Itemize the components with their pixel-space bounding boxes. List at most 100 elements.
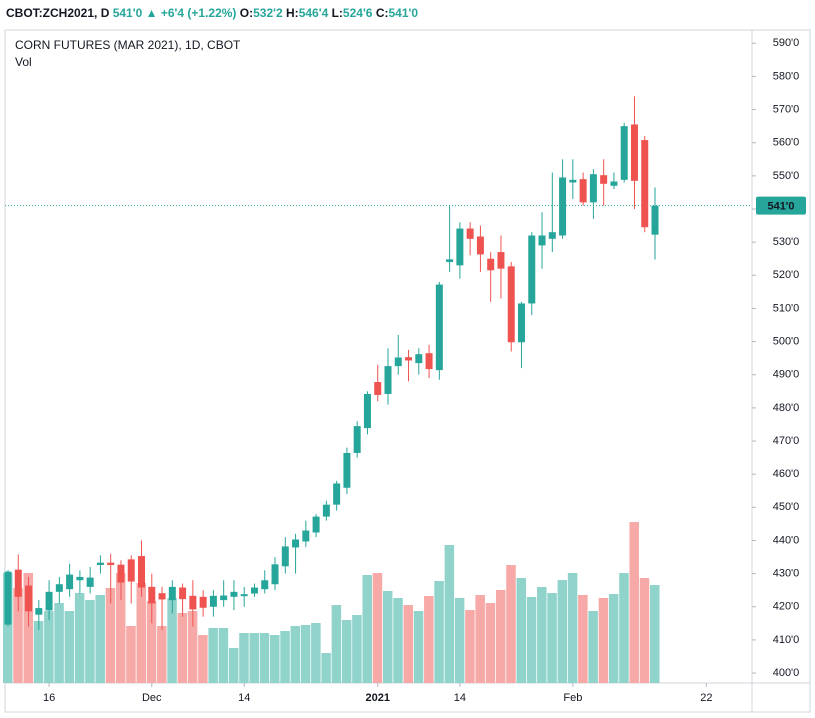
candle-body xyxy=(322,504,330,517)
volume-bar xyxy=(259,633,270,683)
volume-bar xyxy=(228,648,239,683)
volume-bar xyxy=(177,613,188,683)
y-tick-label: 480'0 xyxy=(773,402,800,414)
volume-bar xyxy=(352,615,362,683)
candle-body xyxy=(240,594,248,597)
volume-bar xyxy=(413,611,424,683)
volume-label: Vol xyxy=(15,55,32,69)
candle-body xyxy=(446,259,454,263)
volume-bar xyxy=(64,611,75,683)
candle-body xyxy=(220,595,228,601)
volume-bar xyxy=(578,595,588,683)
y-tick-label: 520'0 xyxy=(773,269,800,281)
y-tick-label: 440'0 xyxy=(773,534,800,546)
volume-bar xyxy=(280,631,290,683)
y-tick-label: 560'0 xyxy=(773,137,800,149)
y-tick-label: 580'0 xyxy=(773,70,800,82)
volume-bar xyxy=(85,600,95,683)
candle-body xyxy=(4,571,12,625)
h-value: 546'4 xyxy=(298,6,329,20)
y-tick-label: 450'0 xyxy=(773,501,800,513)
x-tick-label: 14 xyxy=(454,692,466,704)
candle-body xyxy=(261,580,269,590)
candle-body xyxy=(651,205,659,235)
volume-bar xyxy=(516,578,526,683)
volume-bar xyxy=(434,581,444,683)
c-label: C: xyxy=(375,6,389,20)
c-value: 541'0 xyxy=(388,6,419,20)
volume-bar xyxy=(465,610,475,683)
l-label: L: xyxy=(331,6,343,20)
candle-body xyxy=(230,591,238,597)
volume-bar xyxy=(300,625,311,683)
candle-body xyxy=(641,140,649,228)
candle-body xyxy=(548,232,556,239)
chart-title: CORN FUTURES (MAR 2021), 1D, CBOT xyxy=(15,38,241,52)
volume-bar xyxy=(44,611,54,683)
volume-bar xyxy=(650,585,660,683)
volume-bar xyxy=(218,628,229,683)
candle-body xyxy=(271,564,279,585)
candle-body xyxy=(415,354,423,364)
candle-body xyxy=(456,228,464,266)
volume-bar xyxy=(157,626,167,683)
candle-body xyxy=(425,353,433,370)
volume-bar xyxy=(506,565,516,683)
candle-body xyxy=(76,576,84,581)
y-tick-label: 500'0 xyxy=(773,335,800,347)
volume-bar xyxy=(23,573,34,683)
x-tick-label: 14 xyxy=(238,692,250,704)
x-tick-label: Dec xyxy=(142,692,162,704)
candle-body xyxy=(158,593,166,600)
volume-bar xyxy=(239,633,249,683)
candle-body xyxy=(466,228,474,239)
candle-body xyxy=(610,181,618,186)
volume-bar xyxy=(424,596,434,683)
candle-body xyxy=(209,595,217,607)
candle-body xyxy=(620,126,628,180)
candle-body xyxy=(179,587,187,600)
volume-bar xyxy=(198,635,208,683)
o-value: 532'2 xyxy=(253,6,283,20)
volume-bar xyxy=(598,598,609,683)
candle-body xyxy=(353,426,361,453)
candle-body xyxy=(435,284,443,371)
volume-bar xyxy=(167,598,177,683)
candle-body xyxy=(199,596,207,608)
volume-bar xyxy=(331,605,342,683)
candle-body xyxy=(630,124,638,181)
volume-bar xyxy=(136,583,147,683)
volume-bar xyxy=(557,580,568,683)
volume-bar xyxy=(362,575,372,683)
volume-bar xyxy=(321,653,331,683)
candle-body xyxy=(312,516,320,533)
volume-bar xyxy=(13,588,23,683)
candle-body xyxy=(394,357,402,367)
candle-body xyxy=(96,562,104,565)
volume-bar xyxy=(382,591,393,683)
candle-body xyxy=(333,483,341,505)
y-tick-label: 400'0 xyxy=(773,667,800,679)
volume-bar xyxy=(537,587,547,683)
candle-body xyxy=(250,587,258,594)
volume-bar xyxy=(208,628,218,683)
volume-bar xyxy=(126,626,136,683)
volume-bar xyxy=(95,595,105,683)
y-tick-label: 470'0 xyxy=(773,435,800,447)
volume-bar xyxy=(393,598,403,683)
y-tick-label: 410'0 xyxy=(773,634,800,646)
candle-body xyxy=(66,574,74,590)
candle-body xyxy=(384,366,392,394)
candle-body xyxy=(559,177,567,236)
volume-bar xyxy=(639,578,650,683)
candle-body xyxy=(138,556,146,588)
volume-bar xyxy=(105,588,116,683)
y-tick-label: 420'0 xyxy=(773,601,800,613)
volume-bar xyxy=(33,621,44,683)
volume-bar xyxy=(3,573,13,683)
volume-bar xyxy=(311,623,321,683)
volume-bar xyxy=(270,635,280,683)
candle-body xyxy=(127,559,135,582)
